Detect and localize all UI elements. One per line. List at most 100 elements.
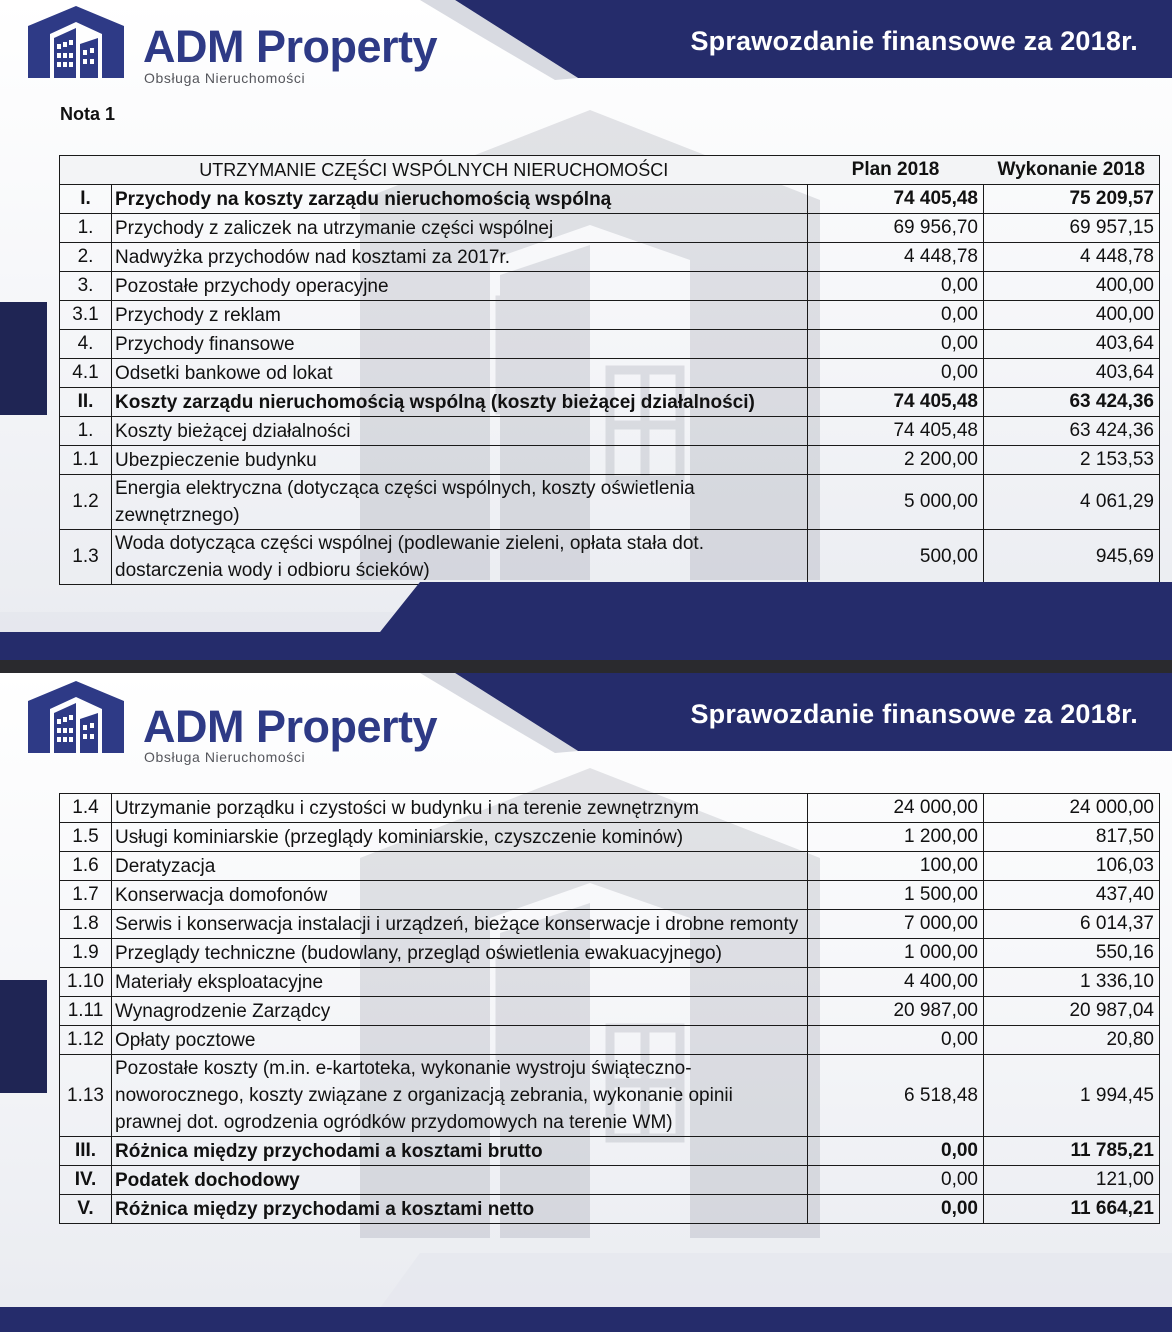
table-row: 4.1 Odsetki bankowe od lokat 0,00 403,64 bbox=[59, 358, 1160, 388]
building-logo-icon bbox=[28, 6, 124, 78]
col-header-exec: Wykonanie 2018 bbox=[983, 155, 1160, 185]
table-row: 1.9 Przeglądy techniczne (budowlany, prze… bbox=[59, 938, 1160, 968]
plan-value: 1 000,00 bbox=[807, 938, 984, 968]
row-number: 1.9 bbox=[59, 938, 112, 968]
header-band bbox=[420, 673, 1172, 753]
financial-table-part-2: 1.4 Utrzymanie porządku i czystości w bud… bbox=[59, 793, 1160, 1224]
plan-value: 7 000,00 bbox=[807, 909, 984, 939]
table-section-header: UTRZYMANIE CZĘŚCI WSPÓLNYCH NIERUCHOMOŚC… bbox=[59, 155, 808, 185]
plan-value: 74 405,48 bbox=[807, 387, 984, 417]
row-number: 1.3 bbox=[59, 529, 112, 585]
side-accent-tab bbox=[0, 302, 47, 415]
row-label: Różnica między przychodami a kosztami br… bbox=[111, 1136, 808, 1166]
row-number: 3.1 bbox=[59, 300, 112, 330]
row-label: Materiały eksploatacyjne bbox=[111, 967, 808, 997]
exec-value: 106,03 bbox=[983, 851, 1160, 881]
table-row: I. Przychody na koszty zarządu nieruchomo… bbox=[59, 184, 1160, 214]
row-number: 1.1 bbox=[59, 445, 112, 475]
exec-value: 20 987,04 bbox=[983, 996, 1160, 1026]
exec-value: 945,69 bbox=[983, 529, 1160, 585]
table-row: 1.13 Pozostałe koszty (m.in. e-kartoteka,… bbox=[59, 1054, 1160, 1137]
row-label: Deratyzacja bbox=[111, 851, 808, 881]
exec-value: 550,16 bbox=[983, 938, 1160, 968]
row-label: Koszty bieżącej działalności bbox=[111, 416, 808, 446]
table-row: 1. Przychody z zaliczek na utrzymanie czę… bbox=[59, 213, 1160, 243]
row-number: 1.7 bbox=[59, 880, 112, 910]
row-label: Nadwyżka przychodów nad kosztami za 2017… bbox=[111, 242, 808, 272]
row-number: I. bbox=[59, 184, 112, 214]
note-label: Nota 1 bbox=[60, 104, 116, 124]
table-row: 1.4 Utrzymanie porządku i czystości w bud… bbox=[59, 793, 1160, 823]
plan-value: 0,00 bbox=[807, 358, 984, 388]
exec-value: 2 153,53 bbox=[983, 445, 1160, 475]
table-row: II. Koszty zarządu nieruchomością wspólną… bbox=[59, 387, 1160, 417]
table-row: 1.8 Serwis i konserwacja instalacji i urz… bbox=[59, 909, 1160, 939]
plan-value: 69 956,70 bbox=[807, 213, 984, 243]
table-row: 3. Pozostałe przychody operacyjne 0,00 400,… bbox=[59, 271, 1160, 301]
table-row: V. Różnica między przychodami a kosztami … bbox=[59, 1194, 1160, 1224]
table-header-row: UTRZYMANIE CZĘŚCI WSPÓLNYCH NIERUCHOMOŚC… bbox=[59, 155, 1160, 185]
row-label: Ubezpieczenie budynku bbox=[111, 445, 808, 475]
header-band bbox=[420, 0, 1172, 80]
row-label: Podatek dochodowy bbox=[111, 1165, 808, 1195]
row-number: 1.8 bbox=[59, 909, 112, 939]
exec-value: 817,50 bbox=[983, 822, 1160, 852]
row-label: Przychody z zaliczek na utrzymanie częśc… bbox=[111, 213, 808, 243]
row-label: Wynagrodzenie Zarządcy bbox=[111, 996, 808, 1026]
row-number: 1. bbox=[59, 416, 112, 446]
exec-value: 4 448,78 bbox=[983, 242, 1160, 272]
exec-value: 24 000,00 bbox=[983, 793, 1160, 823]
report-title: Sprawozdanie finansowe za 2018r. bbox=[690, 699, 1138, 729]
row-label: Koszty zarządu nieruchomością wspólną (k… bbox=[111, 387, 808, 417]
exec-value: 403,64 bbox=[983, 329, 1160, 359]
plan-value: 0,00 bbox=[807, 1025, 984, 1055]
table-row: 1.3 Woda dotycząca części wspólnej (podle… bbox=[59, 529, 1160, 585]
exec-value: 11 785,21 bbox=[983, 1136, 1160, 1166]
plan-value: 500,00 bbox=[807, 529, 984, 585]
row-number: 4. bbox=[59, 329, 112, 359]
plan-value: 0,00 bbox=[807, 1165, 984, 1195]
row-label: Energia elektryczna (dotycząca części ws… bbox=[111, 474, 808, 530]
table-row: 3.1 Przychody z reklam 0,00 400,00 bbox=[59, 300, 1160, 330]
plan-value: 74 405,48 bbox=[807, 184, 984, 214]
exec-value: 403,64 bbox=[983, 358, 1160, 388]
footer-band bbox=[0, 582, 1172, 660]
brand-tagline: Obsługa Nieruchomości bbox=[144, 749, 306, 765]
table-row: 1.5 Usługi kominiarskie (przeglądy komini… bbox=[59, 822, 1160, 852]
plan-value: 74 405,48 bbox=[807, 416, 984, 446]
row-label: Utrzymanie porządku i czystości w budynk… bbox=[111, 793, 808, 823]
row-number: 1.6 bbox=[59, 851, 112, 881]
exec-value: 6 014,37 bbox=[983, 909, 1160, 939]
table-row: 1.7 Konserwacja domofonów 1 500,00 437,40 bbox=[59, 880, 1160, 910]
plan-value: 0,00 bbox=[807, 300, 984, 330]
exec-value: 1 994,45 bbox=[983, 1054, 1160, 1137]
exec-value: 11 664,21 bbox=[983, 1194, 1160, 1224]
report-title: Sprawozdanie finansowe za 2018r. bbox=[690, 26, 1138, 56]
table-row: 2. Nadwyżka przychodów nad kosztami za 20… bbox=[59, 242, 1160, 272]
brand-name: ADM Property bbox=[143, 701, 438, 752]
row-label: Pozostałe koszty (m.in. e-kartoteka, wyk… bbox=[111, 1054, 808, 1137]
row-number: III. bbox=[59, 1136, 112, 1166]
plan-value: 0,00 bbox=[807, 1194, 984, 1224]
row-number: 3. bbox=[59, 271, 112, 301]
col-header-plan: Plan 2018 bbox=[807, 155, 984, 185]
side-accent-tab bbox=[0, 980, 47, 1093]
table-row: 1.2 Energia elektryczna (dotycząca części… bbox=[59, 474, 1160, 530]
row-label: Różnica między przychodami a kosztami ne… bbox=[111, 1194, 808, 1224]
row-label: Opłaty pocztowe bbox=[111, 1025, 808, 1055]
table-row: III. Różnica między przychodami a kosztam… bbox=[59, 1136, 1160, 1166]
exec-value: 69 957,15 bbox=[983, 213, 1160, 243]
financial-table-part-1: UTRZYMANIE CZĘŚCI WSPÓLNYCH NIERUCHOMOŚC… bbox=[59, 155, 1160, 585]
plan-value: 1 500,00 bbox=[807, 880, 984, 910]
table-row: 1.10 Materiały eksploatacyjne 4 400,00 1 33… bbox=[59, 967, 1160, 997]
row-label: Konserwacja domofonów bbox=[111, 880, 808, 910]
row-number: 1.12 bbox=[59, 1025, 112, 1055]
row-number: 2. bbox=[59, 242, 112, 272]
plan-value: 24 000,00 bbox=[807, 793, 984, 823]
row-number: 1.5 bbox=[59, 822, 112, 852]
row-number: 1.11 bbox=[59, 996, 112, 1026]
row-label: Usługi kominiarskie (przeglądy kominiars… bbox=[111, 822, 808, 852]
table-row: IV. Podatek dochodowy 0,00 121,00 bbox=[59, 1165, 1160, 1195]
plan-value: 4 448,78 bbox=[807, 242, 984, 272]
report-page-1: Sprawozdanie finansowe za 2018r. ADM Pro… bbox=[0, 0, 1172, 660]
